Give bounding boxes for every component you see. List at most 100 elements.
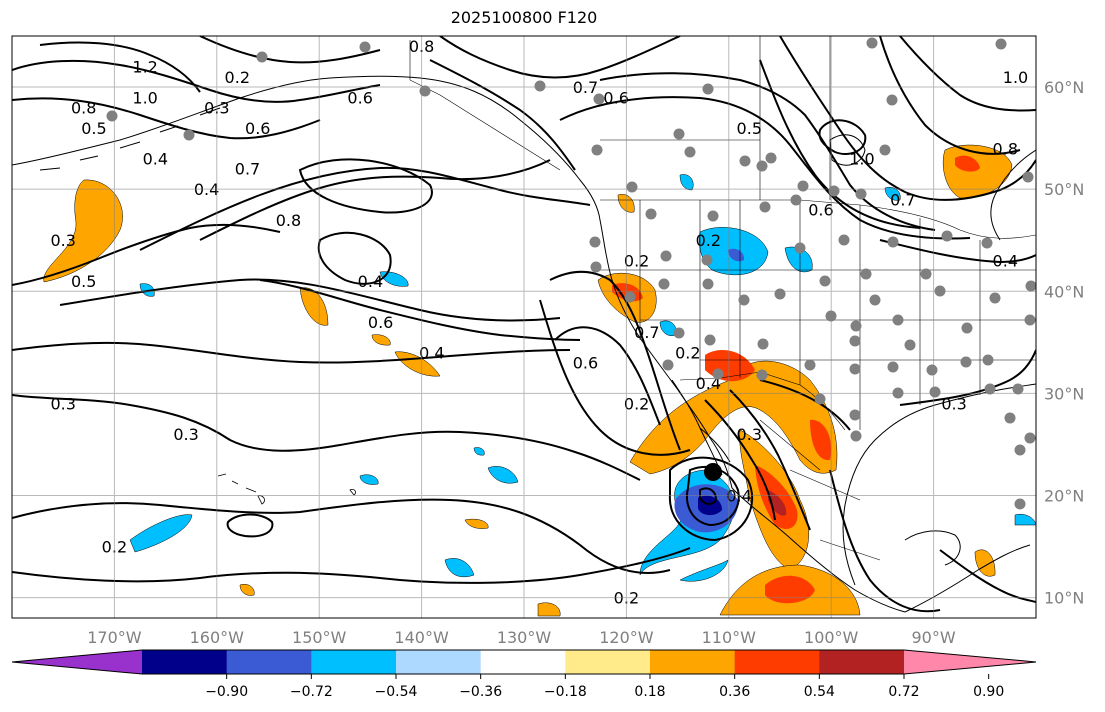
contour-label: 0.2 [225, 68, 250, 87]
shade-negative-sub5 [359, 474, 379, 485]
shade-positive-sub1 [394, 351, 441, 377]
contour-north4 [199, 36, 381, 64]
contour-label: 0.3 [737, 425, 762, 444]
colorbar-segment [734, 650, 820, 674]
contour-baja2 [729, 389, 811, 531]
contour-label: 0.6 [347, 88, 372, 107]
colorbar-tick-label: −0.90 [205, 684, 248, 700]
contour-label: 0.8 [993, 139, 1018, 158]
gridlines [12, 36, 1036, 618]
contour-0.2-south [12, 498, 671, 574]
shade-positive-sub7 [239, 584, 255, 596]
longitude-tick-label: 170°W [87, 628, 142, 647]
latitude-tick-label: 60°N [1044, 78, 1084, 97]
colorbar-tick-label: 0.90 [973, 684, 1004, 700]
colorbar-extend-high [904, 650, 1036, 674]
contour-east1 [879, 239, 1036, 264]
longitude-tick-label: 130°W [497, 628, 552, 647]
contour-ridge2 [539, 299, 691, 456]
longitude-tick-label: 120°W [599, 628, 654, 647]
contour-label: 0.7 [634, 323, 659, 342]
contour-label: 0.2 [675, 344, 700, 363]
shade-positive-gulf [810, 419, 832, 461]
contour-0.5-loop [317, 231, 392, 285]
contour-se [939, 549, 1036, 603]
longitude-tick-label: 90°W [912, 628, 956, 647]
shade-negative-sub10 [473, 447, 485, 456]
colorbar-segment [142, 650, 228, 674]
contour-ridge3 [554, 326, 661, 426]
contour-label: 0.4 [143, 150, 168, 169]
longitude-tick-label: 100°W [804, 628, 859, 647]
shade-positive-mid [299, 287, 329, 326]
borders-states [600, 200, 1036, 430]
colorbar-tick-label: 0.72 [888, 684, 919, 700]
contour-label: 0.4 [993, 252, 1018, 271]
coastline-west-us [599, 219, 733, 489]
colorbar-segment [311, 650, 397, 674]
contour-ne [899, 36, 1036, 112]
colorbar-tick-label: −0.36 [459, 684, 502, 700]
contour-east2 [899, 349, 1036, 406]
contour-label: 0.4 [358, 272, 383, 291]
coastline-ca [904, 544, 1031, 613]
contour-label: 0.6 [808, 201, 833, 220]
longitude-tick-label: 160°W [190, 628, 245, 647]
storm-center-marker [704, 463, 722, 481]
contour-label: 0.8 [71, 98, 96, 117]
colorbar-segment [226, 650, 312, 674]
contour-label: 0.6 [368, 313, 393, 332]
longitude-tick-label: 150°W [292, 628, 347, 647]
latitude-tick-label: 30°N [1044, 384, 1084, 403]
colorbar-tick-label: −0.54 [375, 684, 418, 700]
contour-loop-mid [298, 158, 433, 214]
shade-strong-south [765, 575, 815, 604]
border-us-mexico [679, 371, 846, 431]
shade-positive-west [43, 179, 123, 283]
contour-0.3-mid [12, 394, 641, 481]
shade-positive-sub4 [974, 549, 996, 577]
contour-label: 0.7 [235, 160, 260, 179]
contour-trough3 [779, 36, 1036, 201]
shade-negative-sub6 [139, 283, 155, 297]
shade-strong-ne [955, 155, 980, 172]
contour-label: 0.3 [50, 231, 75, 250]
contour-label: 0.2 [624, 252, 649, 271]
coastline-canada-east [990, 149, 1036, 241]
colorbar-tick-label: 0.18 [634, 684, 665, 700]
map-title: 2025100800 F120 [450, 8, 598, 27]
shade-positive-sub5 [464, 518, 489, 529]
contour-label: 1.0 [849, 150, 874, 169]
political-borders [409, 36, 1036, 561]
contour-labels: 0.3 0.5 0.6 0.8 0.5 0.4 0.4 0.7 0.8 1.0 1.2 0.2 0.3 0… [50, 37, 1028, 607]
contour-north2 [12, 97, 321, 140]
contour-label: 0.7 [890, 190, 915, 209]
colorbar-segment [480, 650, 566, 674]
coastline-yucatan [904, 530, 961, 566]
coastline-mexico [731, 487, 906, 613]
contour-hurr2 [668, 456, 754, 542]
contour-trough2 [559, 96, 971, 240]
contour-trough4 [759, 59, 921, 229]
coastline-aleutians [39, 107, 221, 171]
contour-label: 0.5 [81, 119, 106, 138]
contour-label: 0.3 [173, 425, 198, 444]
contour-label: 0.4 [696, 374, 721, 393]
colorbar-tick-label: 0.54 [804, 684, 835, 700]
border-alaska-canada [409, 40, 561, 171]
contour-mex1 [759, 379, 851, 431]
contour-north3 [39, 41, 201, 93]
contour-loop-hudson [818, 119, 867, 155]
contour-label: 0.3 [941, 395, 966, 414]
contour-label: 0.8 [276, 211, 301, 230]
contour-0.3-north [12, 341, 571, 364]
contour-ne2 [879, 36, 1021, 155]
contour-label: 0.5 [71, 272, 96, 291]
shade-positive-sub6 [537, 602, 561, 617]
islands [217, 473, 357, 505]
contour-trough1 [599, 72, 936, 231]
contour-label: 0.2 [624, 395, 649, 414]
contour-label: 0.3 [50, 395, 75, 414]
contour-label: 1.0 [132, 88, 157, 107]
